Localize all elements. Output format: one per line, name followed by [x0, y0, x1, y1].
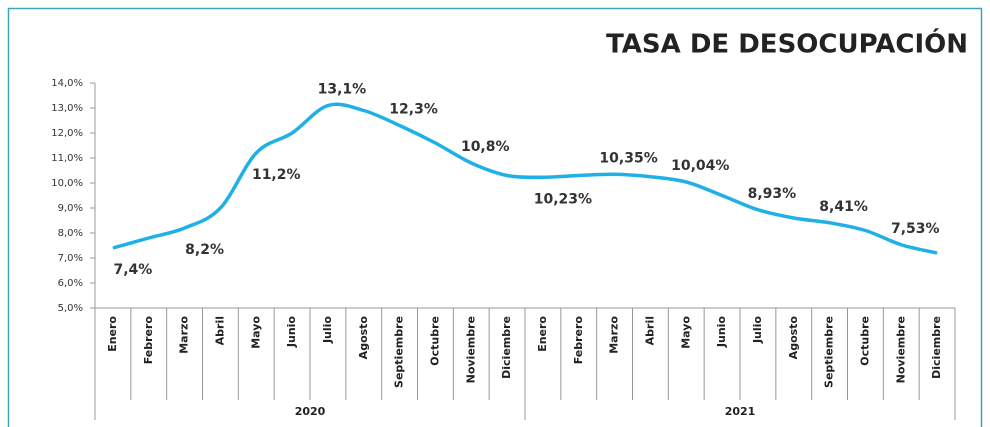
x-tick-label: Enero: [106, 316, 119, 352]
group-label: 2021: [725, 405, 756, 418]
x-tick-label: Julio: [751, 316, 764, 344]
x-tick-label: Junio: [715, 316, 728, 349]
x-tick-label: Abril: [643, 316, 656, 345]
x-tick-label: Septiembre: [393, 316, 406, 388]
data-label: 13,1%: [318, 82, 367, 98]
data-label: 10,35%: [599, 150, 657, 166]
x-tick-label: Febrero: [572, 316, 585, 365]
data-label: 10,04%: [671, 158, 729, 174]
x-tick-label: Junio: [285, 316, 298, 349]
y-tick-label: 7,0%: [58, 253, 83, 264]
x-tick-label: Noviembre: [464, 316, 477, 383]
data-label: 10,23%: [534, 191, 592, 207]
frame: [7, 7, 983, 427]
data-label: 7,4%: [114, 262, 153, 278]
y-tick-label: 6,0%: [58, 278, 83, 289]
y-tick-label: 9,0%: [58, 203, 83, 214]
y-tick-label: 8,0%: [58, 228, 83, 239]
data-label: 10,8%: [461, 139, 510, 155]
line: [112, 102, 938, 255]
x-tick-label: Enero: [536, 316, 549, 352]
data-label: 8,41%: [819, 199, 868, 215]
y-tick-label: 12,0%: [51, 128, 83, 139]
x-tick-label: Septiembre: [823, 316, 836, 388]
x-tick-label: Febrero: [142, 316, 155, 365]
x-tick-label: Marzo: [178, 316, 191, 354]
x-tick-label: Agosto: [787, 316, 800, 360]
data-label: 8,93%: [748, 186, 797, 202]
x-tick-label: Mayo: [679, 316, 692, 349]
chart-title: TASA DE DESOCUPACIÓN: [606, 28, 968, 60]
group-label: 2020: [295, 405, 326, 418]
data-label: 7,53%: [891, 221, 940, 237]
x-tick-label: Julio: [321, 316, 334, 344]
y-tick-label: 11,0%: [51, 153, 83, 164]
y-tick-label: 14,0%: [51, 78, 83, 89]
y-tick-label: 10,0%: [51, 178, 83, 189]
y-tick-label: 13,0%: [51, 103, 83, 114]
x-tick-label: Noviembre: [894, 316, 907, 383]
x-tick-label: Agosto: [357, 316, 370, 360]
x-tick-label: Octubre: [858, 316, 871, 366]
data-label: 11,2%: [252, 167, 301, 183]
x-tick-label: Marzo: [608, 316, 621, 354]
x-tick-label: Octubre: [428, 316, 441, 366]
x-tick-label: Diciembre: [930, 316, 943, 379]
x-tick-label: Abril: [213, 316, 226, 345]
data-label: 12,3%: [389, 102, 438, 118]
y-tick-label: 5,0%: [58, 303, 83, 314]
x-tick-label: Diciembre: [500, 316, 513, 379]
x-tick-label: Mayo: [249, 316, 262, 349]
data-label: 8,2%: [185, 242, 224, 258]
